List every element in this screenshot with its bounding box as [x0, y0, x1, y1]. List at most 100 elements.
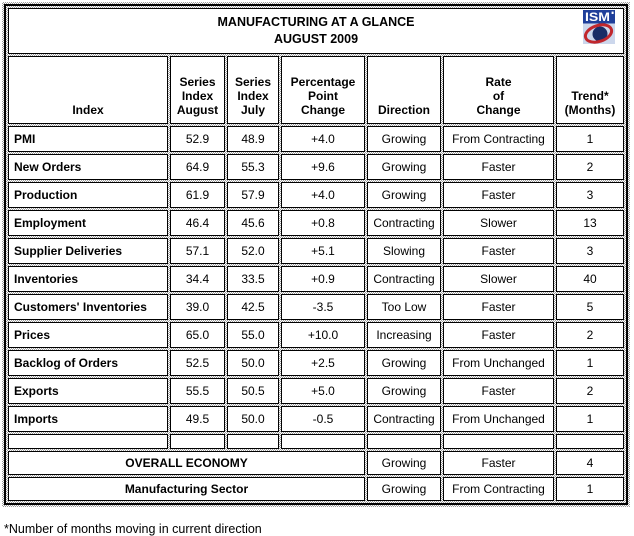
table-row-production: Production 61.9 57.9 +4.0 Growing Faster… — [8, 182, 625, 208]
col-header-percentage-point-change: Percentage Point Change — [281, 56, 365, 124]
index-cell: Customers' Inventories — [8, 294, 168, 320]
direction-cell: Contracting — [367, 210, 441, 236]
table-row-exports: Exports 55.5 50.5 +5.0 Growing Faster 2 — [8, 378, 625, 404]
direction-cell: Growing — [367, 154, 441, 180]
trend-cell: 2 — [556, 154, 625, 180]
august-cell: 64.9 — [170, 154, 225, 180]
july-cell: 42.5 — [227, 294, 279, 320]
change-cell: +5.0 — [281, 378, 365, 404]
trend-cell: 2 — [556, 378, 625, 404]
july-cell: 48.9 — [227, 126, 279, 152]
col-header-trend-months: Trend* (Months) — [556, 56, 625, 124]
index-cell: Prices — [8, 322, 168, 348]
spacer-cell — [556, 434, 625, 449]
title-row: ISM MANUFACTURING AT A GLANCE AUGUST 200… — [8, 8, 625, 54]
july-cell: 55.3 — [227, 154, 279, 180]
direction-cell: Too Low — [367, 294, 441, 320]
trend-cell: 1 — [556, 126, 625, 152]
change-cell: +9.6 — [281, 154, 365, 180]
col-header-rate-of-change: Rate of Change — [443, 56, 554, 124]
trend-cell: 4 — [556, 451, 625, 475]
direction-cell: Growing — [367, 477, 441, 501]
july-cell: 52.0 — [227, 238, 279, 264]
rate-cell: From Unchanged — [443, 350, 554, 376]
august-cell: 49.5 — [170, 406, 225, 432]
spacer-cell — [8, 434, 168, 449]
spacer-cell — [170, 434, 225, 449]
table-row-employment: Employment 46.4 45.6 +0.8 Contracting Sl… — [8, 210, 625, 236]
trend-cell: 2 — [556, 322, 625, 348]
rate-cell: Faster — [443, 451, 554, 475]
direction-cell: Contracting — [367, 406, 441, 432]
trend-cell: 3 — [556, 182, 625, 208]
direction-cell: Growing — [367, 182, 441, 208]
col-header-index: Index — [8, 56, 168, 124]
direction-cell: Increasing — [367, 322, 441, 348]
table-row-supplier-deliveries: Supplier Deliveries 57.1 52.0 +5.1 Slowi… — [8, 238, 625, 264]
index-cell: Production — [8, 182, 168, 208]
change-cell: +2.5 — [281, 350, 365, 376]
spacer-cell — [443, 434, 554, 449]
table-row-pmi: PMI 52.9 48.9 +4.0 Growing From Contract… — [8, 126, 625, 152]
index-cell: Employment — [8, 210, 168, 236]
ism-logo-text: ISM — [585, 10, 610, 24]
rate-cell: Faster — [443, 294, 554, 320]
index-cell: PMI — [8, 126, 168, 152]
table-row-prices: Prices 65.0 55.0 +10.0 Increasing Faster… — [8, 322, 625, 348]
table-frame: ISM MANUFACTURING AT A GLANCE AUGUST 200… — [2, 2, 631, 507]
direction-cell: Growing — [367, 451, 441, 475]
rate-cell: From Unchanged — [443, 406, 554, 432]
change-cell: -0.5 — [281, 406, 365, 432]
july-cell: 45.6 — [227, 210, 279, 236]
footnote: *Number of months moving in current dire… — [4, 522, 262, 536]
change-cell: +4.0 — [281, 182, 365, 208]
july-cell: 55.0 — [227, 322, 279, 348]
table-row-imports: Imports 49.5 50.0 -0.5 Contracting From … — [8, 406, 625, 432]
trend-cell: 1 — [556, 406, 625, 432]
august-cell: 55.5 — [170, 378, 225, 404]
table-row-customers-inventories: Customers' Inventories 39.0 42.5 -3.5 To… — [8, 294, 625, 320]
rate-cell: Faster — [443, 378, 554, 404]
rate-cell: Slower — [443, 266, 554, 292]
august-cell: 52.9 — [170, 126, 225, 152]
rate-cell: Slower — [443, 210, 554, 236]
july-cell: 50.0 — [227, 350, 279, 376]
august-cell: 57.1 — [170, 238, 225, 264]
rate-cell: Faster — [443, 238, 554, 264]
august-cell: 61.9 — [170, 182, 225, 208]
august-cell: 46.4 — [170, 210, 225, 236]
spacer-row — [8, 434, 625, 449]
table-row-inventories: Inventories 34.4 33.5 +0.9 Contracting S… — [8, 266, 625, 292]
ism-logo-icon: ISM — [583, 10, 616, 44]
col-header-series-index-august: Series Index August — [170, 56, 225, 124]
direction-cell: Growing — [367, 126, 441, 152]
summary-label-cell: OVERALL ECONOMY — [8, 451, 365, 475]
index-cell: Backlog of Orders — [8, 350, 168, 376]
table-title: MANUFACTURING AT A GLANCE — [217, 15, 415, 29]
rate-cell: Faster — [443, 322, 554, 348]
summary-row-manufacturing-sector: Manufacturing Sector Growing From Contra… — [8, 477, 625, 501]
table-row-new-orders: New Orders 64.9 55.3 +9.6 Growing Faster… — [8, 154, 625, 180]
trend-cell: 3 — [556, 238, 625, 264]
trend-cell: 5 — [556, 294, 625, 320]
spacer-cell — [367, 434, 441, 449]
change-cell: +4.0 — [281, 126, 365, 152]
index-cell: Inventories — [8, 266, 168, 292]
trend-cell: 40 — [556, 266, 625, 292]
july-cell: 57.9 — [227, 182, 279, 208]
index-cell: Supplier Deliveries — [8, 238, 168, 264]
change-cell: +5.1 — [281, 238, 365, 264]
index-cell: New Orders — [8, 154, 168, 180]
august-cell: 65.0 — [170, 322, 225, 348]
direction-cell: Contracting — [367, 266, 441, 292]
spacer-cell — [281, 434, 365, 449]
july-cell: 33.5 — [227, 266, 279, 292]
table-subtitle: AUGUST 2009 — [273, 32, 359, 46]
direction-cell: Slowing — [367, 238, 441, 264]
rate-cell: From Contracting — [443, 126, 554, 152]
index-cell: Exports — [8, 378, 168, 404]
trend-cell: 1 — [556, 350, 625, 376]
rate-cell: Faster — [443, 182, 554, 208]
manufacturing-at-a-glance-table: ISM MANUFACTURING AT A GLANCE AUGUST 200… — [4, 4, 629, 505]
direction-cell: Growing — [367, 378, 441, 404]
